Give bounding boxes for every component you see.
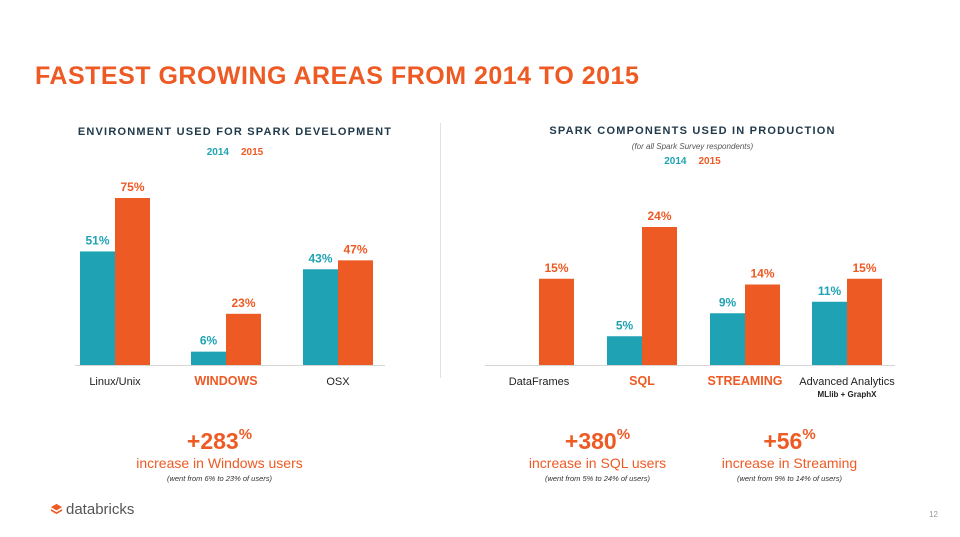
comp-data-label-2014-1: 5%: [616, 318, 634, 332]
stat-streaming-label: increase in Streaming: [721, 455, 858, 471]
page-number: 12: [929, 510, 938, 519]
section-divider: [440, 123, 441, 378]
logo-text: databricks: [66, 501, 135, 518]
stat-windows: +283% increase in Windows users (went fr…: [122, 426, 317, 483]
comp-data-label-2014-3: 11%: [818, 284, 842, 298]
left-chart-header: ENVIRONMENT USED FOR SPARK DEVELOPMENT 2…: [40, 126, 430, 158]
env-bar-2015-0: [115, 198, 150, 365]
comp-category-label-0: DataFrames: [509, 376, 570, 388]
comp-category-label-1: SQL: [629, 374, 655, 388]
stat-sql: +380% increase in SQL users (went from 5…: [500, 426, 695, 483]
stat-streaming: +56% increase in Streaming (went from 9%…: [692, 426, 887, 483]
comp-data-label-2015-3: 15%: [852, 261, 876, 275]
comp-category-label-2: STREAMING: [708, 374, 783, 388]
env-data-label-2014-0: 51%: [85, 233, 109, 247]
env-data-label-2015-1: 23%: [231, 296, 255, 310]
stat-sql-label: increase in SQL users: [528, 455, 667, 471]
slide-title: FASTEST GROWING AREAS FROM 2014 TO 2015: [35, 62, 640, 90]
comp-bar-2014-3: [812, 301, 847, 365]
env-data-label-2015-0: 75%: [120, 180, 144, 194]
comp-data-label-2014-2: 9%: [719, 295, 737, 309]
env-data-label-2014-2: 43%: [308, 251, 332, 265]
env-bar-2014-0: [80, 251, 115, 365]
comp-data-label-2015-2: 14%: [750, 267, 774, 281]
right-chart-legend: 2014 2015: [470, 156, 915, 167]
stat-streaming-detail: (went from 9% to 14% of users): [736, 474, 843, 483]
env-category-label-1: WINDOWS: [194, 374, 257, 388]
comp-data-label-2015-1: 24%: [647, 209, 671, 223]
bar-charts: 51% 75% Linux/Unix 6% 23% WINDOWS 43% 47% OSX 15%…: [75, 180, 895, 399]
databricks-logo-icon: [50, 503, 63, 515]
stat-sql-value: +380%: [564, 426, 631, 454]
env-data-label-2015-2: 47%: [343, 242, 367, 256]
databricks-logo: databricks: [50, 501, 134, 518]
comp-category-label-3: Advanced Analytics: [799, 376, 895, 388]
legend-2014: 2014: [206, 147, 229, 158]
comp-bar-2014-2: [710, 313, 745, 365]
right-chart-header: SPARK COMPONENTS USED IN PRODUCTION (for…: [470, 125, 915, 167]
stat-windows-detail: (went from 6% to 23% of users): [166, 474, 273, 483]
stat-sql-detail: (went from 5% to 24% of users): [544, 474, 651, 483]
env-category-label-0: Linux/Unix: [89, 376, 141, 388]
env-data-label-2014-1: 6%: [200, 334, 218, 348]
right-chart-title: SPARK COMPONENTS USED IN PRODUCTION: [549, 125, 836, 137]
env-bar-2015-1: [226, 313, 261, 365]
stat-streaming-value: +56%: [763, 426, 816, 454]
left-chart-title: ENVIRONMENT USED FOR SPARK DEVELOPMENT: [77, 126, 393, 138]
legend-2015: 2015: [241, 147, 264, 158]
env-bar-2014-2: [303, 269, 338, 365]
stat-windows-label: increase in Windows users: [136, 455, 303, 471]
comp-bar-2015-2: [745, 284, 780, 365]
env-category-label-2: OSX: [326, 376, 350, 388]
comp-bar-2015-1: [642, 227, 677, 365]
comp-category-sublabel-3: MLlib + GraphX: [818, 390, 878, 399]
stat-windows-value: +283%: [186, 426, 253, 454]
comp-bar-2015-3: [847, 278, 882, 365]
env-bar-2014-1: [191, 351, 226, 365]
legend-2014: 2014: [664, 156, 687, 167]
left-chart-legend: 2014 2015: [40, 147, 430, 158]
comp-bar-2015-0: [539, 278, 574, 365]
legend-2015: 2015: [698, 156, 721, 167]
comp-data-label-2015-0: 15%: [544, 261, 568, 275]
env-bar-2015-2: [338, 260, 373, 365]
right-chart-note: (for all Spark Survey respondents): [631, 142, 754, 151]
comp-bar-2014-1: [607, 336, 642, 365]
